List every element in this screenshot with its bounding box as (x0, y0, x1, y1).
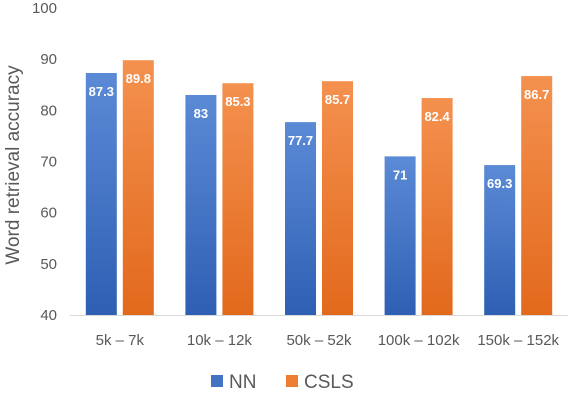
x-tick-labels: 5k – 7k 10k – 12k 50k – 52k 100k – 102k 150k… (96, 332, 560, 349)
data-label-csls-3: 82.4 (424, 109, 450, 124)
y-tick-label: 50 (40, 256, 57, 273)
legend: NN CSLS (211, 372, 354, 393)
bar-nn-3 (384, 156, 416, 315)
bar-csls-4 (521, 76, 553, 315)
y-tick-label: 90 (40, 51, 57, 68)
legend-label-csls: CSLS (304, 372, 354, 393)
data-label-csls-2: 85.7 (325, 92, 350, 107)
y-tick-label: 40 (40, 307, 57, 324)
bar-nn-4 (484, 165, 516, 315)
data-label-csls-4: 86.7 (524, 87, 549, 102)
bar-csls-2 (322, 81, 353, 315)
legend-label-nn: NN (229, 372, 256, 393)
data-label-nn-1: 83 (194, 106, 208, 121)
x-tick-label: 50k – 52k (286, 332, 352, 349)
bar-nn-0 (85, 72, 117, 316)
legend-swatch-csls (286, 375, 298, 387)
bar-nn-2 (285, 122, 316, 315)
bar-nn-1 (185, 94, 217, 315)
data-label-nn-2: 77.7 (288, 133, 313, 148)
x-tick-label: 100k – 102k (378, 332, 460, 349)
data-labels-group: 87.3 89.8 83 85.3 77.7 85.7 71 82.4 69.3 86.7 (89, 71, 550, 191)
data-label-nn-4: 69.3 (487, 176, 512, 191)
data-label-nn-0: 87.3 (89, 84, 114, 99)
data-label-csls-0: 89.8 (126, 71, 151, 86)
x-tick-label: 5k – 7k (96, 332, 145, 349)
x-tick-label: 150k – 152k (477, 332, 559, 349)
y-axis-label: Word retrieval accuracy (3, 65, 24, 265)
x-tick-label: 10k – 12k (187, 332, 253, 349)
bar-csls-1 (222, 83, 254, 315)
y-tick-labels: 40 50 60 70 80 90 100 (32, 0, 57, 324)
data-label-csls-1: 85.3 (225, 94, 250, 109)
bars-group (85, 60, 553, 316)
bar-csls-3 (421, 98, 453, 315)
y-tick-label: 80 (40, 102, 57, 119)
y-tick-label: 70 (40, 154, 57, 171)
legend-swatch-nn (211, 375, 223, 387)
bar-csls-0 (122, 60, 154, 315)
y-tick-label: 60 (40, 205, 57, 222)
data-label-nn-3: 71 (393, 167, 407, 182)
y-tick-label: 100 (32, 0, 57, 17)
